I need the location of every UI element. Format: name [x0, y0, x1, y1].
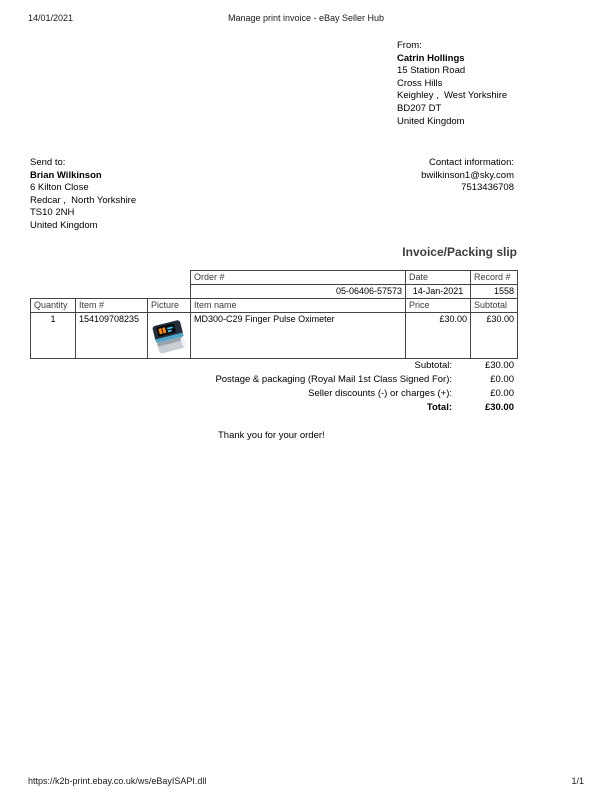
print-header: 14/01/2021 Manage print invoice - eBay S…: [28, 13, 584, 23]
order-number-header: Order #: [190, 270, 407, 285]
discounts-label: Seller discounts (-) or charges (+):: [308, 387, 452, 399]
from-address-line: United Kingdom: [397, 115, 465, 127]
from-address-line: BD207 DT: [397, 102, 442, 114]
recipient-address-line: Redcar , North Yorkshire: [30, 194, 137, 206]
print-date: 14/01/2021: [28, 13, 74, 23]
totals-block: Subtotal: £30.00 Postage & packaging (Ro…: [205, 358, 514, 415]
invoice-title: Invoice/Packing slip: [402, 245, 517, 259]
total-value: £30.00: [484, 402, 514, 414]
from-address-line: 15 Station Road: [397, 65, 466, 77]
invoice-table: Order # Date Record # 05-06406-57573 14-…: [30, 270, 519, 359]
item-header-row: Quantity Item # Picture Item name Price …: [30, 298, 519, 313]
item-name-header: Item name: [190, 298, 407, 313]
item-number: 154109708235: [75, 312, 148, 359]
recipient-name: Brian Wilkinson: [30, 169, 102, 181]
recipient-address-line: United Kingdom: [30, 219, 98, 231]
send-to-block: Send to: Brian Wilkinson 6 Kilton Close …: [30, 157, 136, 233]
order-date-value: 14-Jan-2021: [405, 284, 472, 299]
total-row: Total: £30.00: [205, 401, 514, 415]
table-spacer: [31, 285, 191, 299]
subtotal-label: Subtotal:: [414, 359, 453, 371]
recipient-address-line: TS10 2NH: [30, 207, 75, 219]
order-number-value: 05-06406-57573: [190, 284, 407, 299]
oximeter-image-icon: [152, 320, 186, 354]
from-name: Catrin Hollings: [397, 52, 465, 64]
order-header-row: Order # Date Record #: [31, 270, 519, 285]
postage-label: Postage & packaging (Royal Mail 1st Clas…: [215, 373, 452, 385]
item-quantity: 1: [30, 312, 76, 359]
thank-you-message: Thank you for your order!: [218, 430, 325, 441]
item-price: £30.00: [405, 312, 472, 359]
from-block: From: Catrin Hollings 15 Station Road Cr…: [397, 40, 507, 128]
item-name: MD300-C29 Finger Pulse Oximeter: [190, 312, 407, 359]
item-number-header: Item #: [75, 298, 148, 313]
order-date-header: Date: [405, 270, 472, 285]
contact-label: Contact information:: [428, 157, 514, 168]
price-header: Price: [405, 298, 472, 313]
from-label: From:: [397, 40, 422, 51]
order-values-row: 05-06406-57573 14-Jan-2021 1558: [31, 284, 519, 299]
subtotal-row: Subtotal: £30.00: [205, 358, 515, 372]
discounts-value: £0.00: [490, 387, 514, 399]
send-to-label: Send to:: [30, 157, 66, 168]
contact-phone: 7513436708: [461, 182, 514, 194]
from-address-line: Keighley , West Yorkshire: [397, 90, 508, 102]
item-row: 1 154109708235: [30, 312, 519, 359]
item-photo: [151, 314, 187, 357]
picture-header: Picture: [146, 298, 192, 313]
contact-email: bwilkinson1@sky.com: [421, 169, 514, 181]
table-spacer: [31, 271, 191, 285]
record-number-value: 1558: [470, 284, 519, 299]
from-address-line: Cross Hills: [397, 77, 443, 89]
recipient-address-line: 6 Kilton Close: [30, 182, 89, 194]
item-subtotal: £30.00: [470, 312, 519, 359]
postage-row: Postage & packaging (Royal Mail 1st Clas…: [205, 372, 514, 386]
print-title: Manage print invoice - eBay Seller Hub: [227, 13, 385, 23]
page-indicator: 1/1: [571, 776, 584, 786]
contact-block: Contact information: bwilkinson1@sky.com…: [421, 157, 514, 195]
record-number-header: Record #: [470, 270, 519, 285]
subtotal-value: £30.00: [484, 359, 514, 371]
total-label: Total:: [426, 402, 452, 414]
postage-value: £0.00: [490, 373, 514, 385]
quantity-header: Quantity: [30, 298, 76, 313]
subtotal-header: Subtotal: [470, 298, 519, 313]
print-url: https://k2b-print.ebay.co.uk/ws/eBayISAP…: [28, 776, 207, 786]
item-picture-cell: [146, 312, 192, 359]
discounts-row: Seller discounts (-) or charges (+): £0.…: [205, 386, 514, 400]
